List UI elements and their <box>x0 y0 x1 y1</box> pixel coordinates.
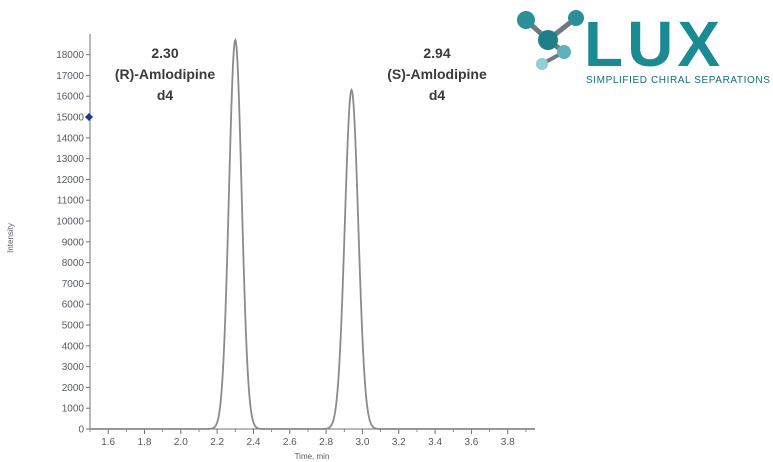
x-tick-label: 1.6 <box>101 437 115 448</box>
y-tick-label: 14000 <box>56 133 84 144</box>
trace-line <box>90 37 535 430</box>
y-tick-label: 11000 <box>57 196 85 207</box>
axis-marker <box>85 113 93 122</box>
peak-label-1: 2.30 (R)-Amlodipine d4 <box>115 45 216 103</box>
brand-tagline: SIMPLIFIED CHIRAL SEPARATIONS <box>586 75 770 86</box>
y-tick-label: 9000 <box>62 237 85 248</box>
molecule-icon <box>517 10 584 70</box>
x-tick-label: 2.4 <box>247 437 261 448</box>
y-tick-label: 10000 <box>56 217 84 228</box>
y-tick-label: 1000 <box>62 404 85 415</box>
y-tick-label: 0 <box>78 425 84 436</box>
brand-name: LUX <box>584 8 724 80</box>
x-tick-label: 3.2 <box>392 437 406 448</box>
x-axis-title: Time, min <box>295 452 330 461</box>
y-tick-label: 5000 <box>62 321 85 332</box>
peak-compound-name: (R)-Amlodipine <box>115 66 216 82</box>
x-tick-label: 3.8 <box>501 437 515 448</box>
y-tick-label: 15000 <box>56 113 84 124</box>
y-tick-label: 16000 <box>56 92 84 103</box>
y-tick-label: 12000 <box>56 175 84 186</box>
peak-compound-suffix: d4 <box>429 87 446 103</box>
x-tick-label: 2.0 <box>174 437 188 448</box>
x-axis: 1.6 1.8 2.0 2.2 2.4 2.6 2.8 3.0 3.2 3.4 3.6 3.8 <box>89 428 535 448</box>
y-axis: 0 1000 2000 3000 4000 5000 6000 7000 8000 9000 100… <box>56 34 93 436</box>
x-tick-label: 2.6 <box>283 437 297 448</box>
y-axis-title: Intensity <box>6 223 15 253</box>
peak-compound-suffix: d4 <box>157 87 174 103</box>
lux-logo: LUX SIMPLIFIED CHIRAL SEPARATIONS <box>512 6 772 86</box>
peak-retention-time: 2.30 <box>151 45 178 61</box>
peak-labels: 2.30 (R)-Amlodipine d4 2.94 (S)-Amlodipine d4 <box>115 45 487 103</box>
peak-compound-name: (S)-Amlodipine <box>387 66 487 82</box>
peak-retention-time: 2.94 <box>423 45 450 61</box>
y-tick-label: 18000 <box>56 50 84 61</box>
x-tick-label: 3.6 <box>464 437 478 448</box>
peak-label-2: 2.94 (S)-Amlodipine d4 <box>387 45 487 103</box>
y-tick-label: 3000 <box>62 362 85 373</box>
x-tick-label: 3.4 <box>428 437 442 448</box>
y-tick-label: 7000 <box>62 279 85 290</box>
x-tick-label: 2.8 <box>319 437 333 448</box>
chromatogram-trace <box>90 37 535 430</box>
y-tick-label: 8000 <box>62 258 85 269</box>
y-tick-label: 2000 <box>62 383 85 394</box>
y-tick-label: 4000 <box>62 341 85 352</box>
x-tick-label: 1.8 <box>138 437 152 448</box>
x-tick-label: 2.2 <box>210 437 224 448</box>
x-tick-label: 3.0 <box>355 437 369 448</box>
y-tick-label: 17000 <box>56 71 84 82</box>
y-tick-label: 13000 <box>56 154 84 165</box>
y-tick-label: 6000 <box>62 300 85 311</box>
